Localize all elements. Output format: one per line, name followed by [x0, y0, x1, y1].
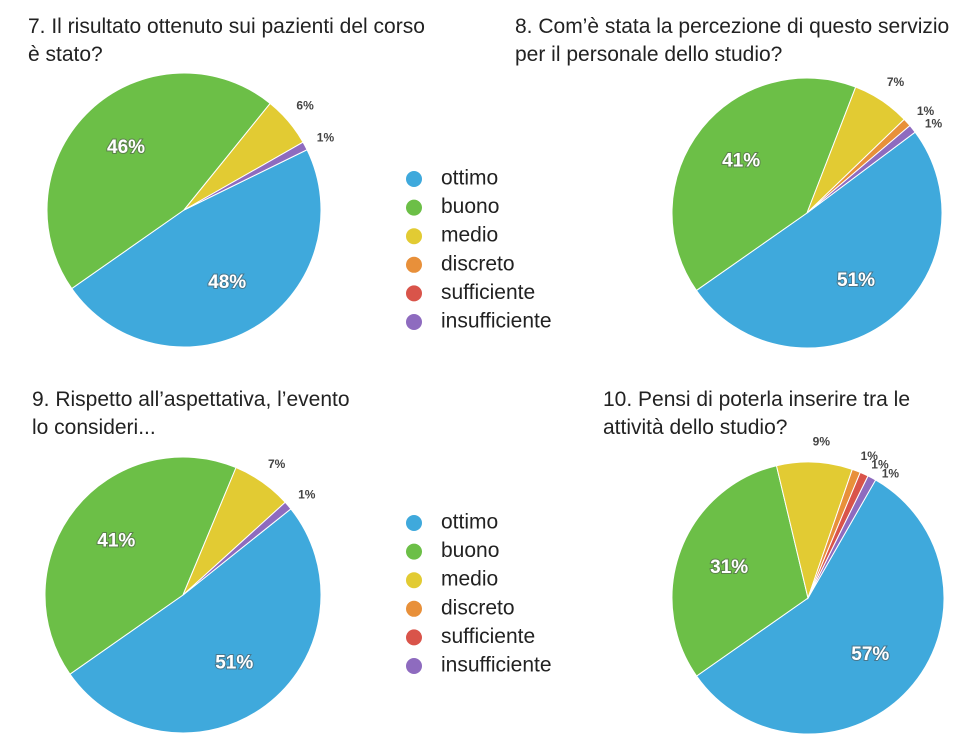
legend-label: medio	[441, 224, 498, 247]
slice-label: 41%	[97, 530, 135, 551]
pie-slice	[69, 508, 322, 734]
pie-slice	[44, 456, 237, 675]
legend-swatch	[406, 658, 422, 674]
legend-swatch	[406, 572, 422, 589]
chart-title: 7. Il risultato ottenuto sui pazienti de…	[28, 15, 425, 66]
pie-slice	[71, 149, 322, 348]
slice-label: 51%	[215, 653, 253, 674]
slice-label: 7%	[268, 457, 286, 471]
legend-swatch	[406, 171, 422, 187]
pie-slice	[807, 475, 877, 599]
legend-label: sufficiente	[441, 281, 535, 304]
pie-slice	[806, 124, 916, 214]
slice-label: 1%	[882, 467, 900, 481]
legend-swatch	[406, 314, 422, 330]
pie-slice	[671, 465, 809, 677]
slice-label: 31%	[710, 557, 748, 578]
slice-label: 1%	[917, 104, 935, 118]
slice-label: 6%	[296, 98, 314, 112]
pie-slice	[46, 72, 271, 290]
slice-label: 1%	[925, 116, 943, 130]
slice-label: 9%	[813, 434, 831, 448]
slice-label: 7%	[887, 75, 905, 89]
pie-slice	[671, 77, 857, 292]
slice-label: 48%	[208, 272, 246, 293]
slice-label: 51%	[837, 270, 875, 291]
legend-label: ottimo	[441, 511, 498, 534]
legend-label: insufficiente	[441, 310, 552, 333]
legend-swatch	[406, 199, 422, 216]
legend-label: ottimo	[441, 167, 498, 190]
legend-swatch	[406, 256, 422, 273]
slice-label: 41%	[722, 150, 760, 171]
pie-slice	[695, 479, 945, 735]
legend-label: buono	[441, 539, 499, 562]
legend-swatch	[406, 515, 422, 531]
legend-label: sufficiente	[441, 625, 535, 648]
slice-label: 1%	[298, 488, 316, 502]
legend-label: discreto	[441, 252, 515, 275]
legend-label: insufficiente	[441, 654, 552, 677]
legend-swatch	[406, 600, 422, 617]
slice-label: 1%	[861, 449, 879, 463]
slice-label: 1%	[871, 458, 889, 472]
slice-label: 57%	[851, 644, 889, 665]
legend-label: discreto	[441, 596, 515, 619]
legend-label: buono	[441, 195, 499, 218]
legend-swatch	[406, 285, 422, 302]
chart-title: 10. Pensi di poterla inserire tra le att…	[603, 388, 910, 439]
legend-swatch	[406, 629, 422, 646]
legend-label: medio	[441, 568, 498, 591]
pie-slice	[695, 131, 943, 349]
slice-label: 46%	[107, 137, 145, 158]
chart-title: 8. Com’è stata la percezione di questo s…	[515, 15, 950, 66]
chart-title: 9. Rispetto all’aspettativa, l’evento lo…	[32, 388, 350, 439]
legend-swatch	[406, 543, 422, 560]
legend-swatch	[406, 228, 422, 245]
pie-slice	[182, 501, 292, 596]
slice-label: 1%	[317, 131, 335, 145]
pie-slice	[183, 141, 308, 211]
